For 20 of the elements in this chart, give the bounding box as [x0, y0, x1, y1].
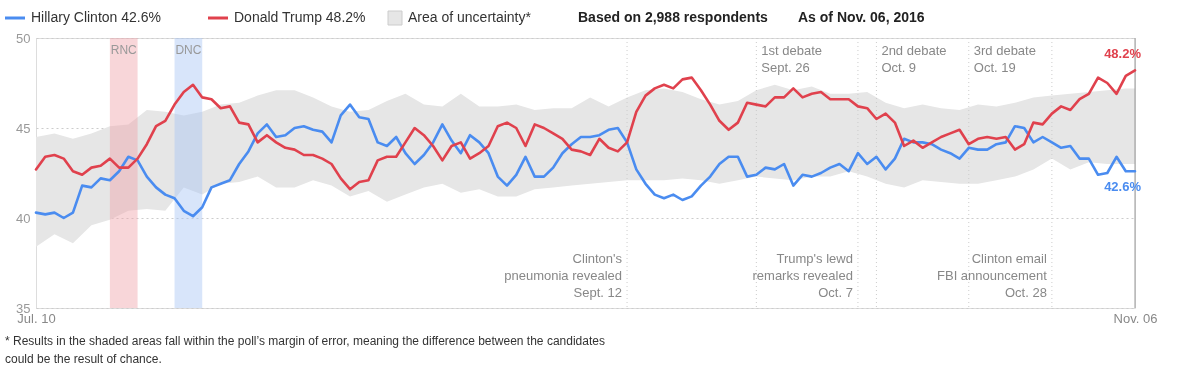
legend-label: Hillary Clinton 42.6%: [31, 9, 161, 25]
band-label: RNC: [110, 43, 138, 57]
text: Based on 2,988 respondents: [578, 9, 769, 25]
legend-label: Area of uncertainty*: [408, 9, 532, 25]
y-tick-label: 45: [16, 120, 31, 136]
ref-line-label: Clinton's pneumonia revealed Sept. 12: [504, 251, 623, 300]
y-tick-label: 40: [16, 210, 31, 226]
annotation: 42.6%: [1104, 179, 1142, 195]
annotation: 48.2%: [1104, 46, 1142, 62]
band-label: DNC: [175, 43, 202, 57]
ref-line-label: 1st debate Sept. 26: [761, 43, 823, 75]
ref-line-label: Clinton email FBI announcement Oct. 28: [937, 251, 1048, 300]
text: As of Nov. 06, 2016: [798, 9, 925, 25]
ref-line-label: Trump's lewd remarks revealed Oct. 7: [752, 251, 853, 300]
y-tick-label: 50: [16, 30, 31, 46]
x-tick-label: Nov. 06: [1113, 310, 1158, 326]
legend-label: Donald Trump 48.2%: [234, 9, 366, 25]
ref-line-label: 3rd debate Oct. 19: [973, 43, 1036, 75]
text: * Results in the shaded areas fall within the poll’s margin of error, meaning the difference between the candidates could be the result of chance.: [5, 334, 605, 366]
ref-line-label: 2nd debate Oct. 9: [881, 43, 947, 75]
